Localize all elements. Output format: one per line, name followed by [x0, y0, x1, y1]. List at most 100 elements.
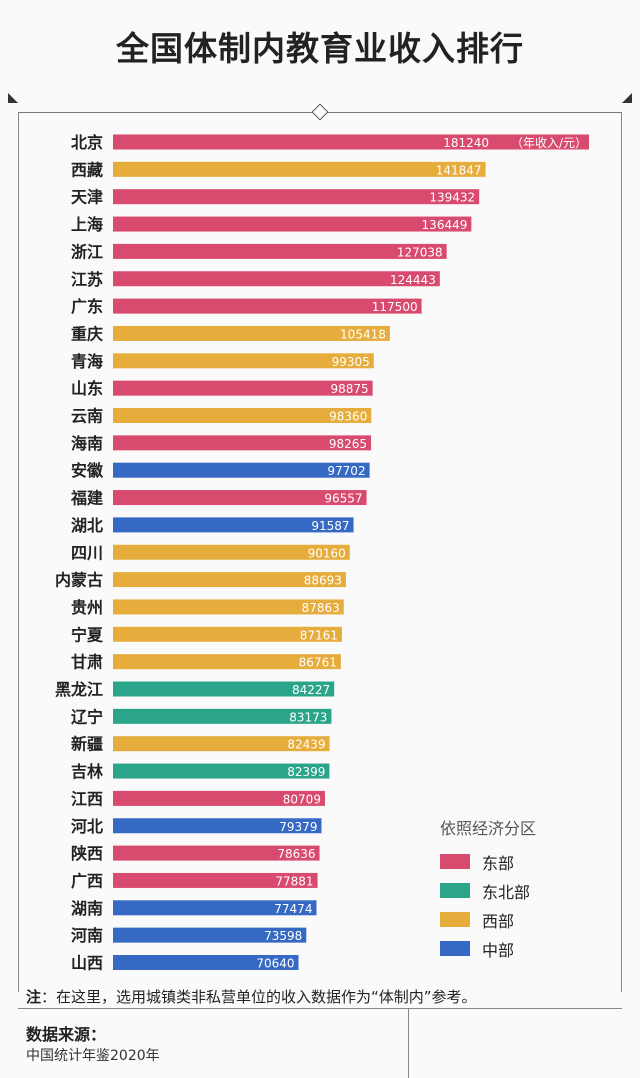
category-label: 内蒙古	[55, 571, 103, 590]
bar	[113, 462, 370, 478]
note-text: ：在这里，选用城镇类非私营单位的收入数据作为“体制内”参考。	[41, 988, 477, 1006]
corner-left-decoration	[8, 93, 18, 103]
legend-item-east: 东部	[440, 847, 580, 876]
bar	[113, 736, 330, 752]
value-label: 124443	[390, 273, 436, 287]
category-label: 吉林	[71, 762, 103, 781]
legend-label-east: 东部	[482, 853, 515, 873]
category-label: 甘肃	[71, 653, 103, 672]
bar	[113, 353, 374, 369]
category-label: 河北	[71, 817, 103, 836]
bar	[113, 408, 372, 423]
bar	[113, 298, 422, 314]
bar	[113, 790, 325, 806]
value-label: 105418	[340, 327, 386, 341]
value-label: 70640	[256, 957, 294, 971]
bar	[113, 517, 354, 533]
category-label: 云南	[71, 407, 103, 426]
value-label: 97702	[327, 464, 365, 478]
footer-divider	[408, 1009, 409, 1078]
category-label: 广东	[71, 297, 103, 316]
value-label: 87161	[300, 628, 338, 642]
category-label: 宁夏	[71, 625, 104, 644]
value-label: 96557	[324, 492, 362, 506]
legend-swatch-central	[440, 941, 470, 956]
income-bar-chart: 北京 181240 （年收入/元） 西藏 141847 天津 139432 上海 136449 浙…	[55, 133, 589, 973]
bar	[113, 818, 322, 834]
value-label: 82399	[287, 765, 325, 779]
right-border	[621, 112, 622, 992]
category-label: 河南	[71, 926, 103, 945]
bar	[113, 271, 440, 287]
bar	[113, 599, 344, 615]
bar	[113, 243, 447, 259]
page-title: 全国体制内教育业收入排行	[116, 29, 524, 68]
value-label: 141847	[436, 163, 482, 177]
bar	[113, 845, 320, 861]
bar	[113, 435, 372, 451]
legend-item-west: 西部	[440, 905, 580, 934]
category-label: 四川	[71, 543, 103, 562]
value-label: 139432	[429, 191, 475, 205]
value-label: 82439	[287, 738, 325, 752]
value-label: 90160	[308, 546, 346, 560]
category-label: 湖南	[71, 899, 103, 918]
value-label: 136449	[422, 218, 468, 232]
value-label: 98360	[329, 410, 367, 424]
legend-swatch-west	[440, 912, 470, 927]
bar	[113, 161, 486, 177]
value-label: 117500	[372, 300, 418, 314]
legend-label-west: 西部	[482, 911, 515, 931]
corner-right-decoration	[622, 93, 632, 103]
legend-item-northeast: 东北部	[440, 876, 580, 905]
value-label: 99305	[332, 355, 370, 369]
value-label: 91587	[311, 519, 349, 533]
value-label: 78636	[277, 847, 315, 861]
legend: 依照经济分区 东部 东北部 西部 中部	[440, 815, 580, 963]
category-label: 山西	[71, 954, 103, 973]
category-label: 陕西	[71, 844, 103, 863]
note-prefix: 注	[26, 988, 42, 1006]
value-label: 84227	[292, 683, 330, 697]
category-label: 贵州	[71, 598, 103, 617]
value-label: 88693	[304, 574, 342, 588]
category-label: 天津	[71, 188, 103, 207]
legend-title: 依照经济分区	[440, 819, 537, 838]
category-label: 重庆	[71, 324, 103, 343]
bar	[113, 325, 390, 341]
legend-label-northeast: 东北部	[482, 882, 531, 902]
left-border	[18, 112, 19, 992]
legend-swatch-northeast	[440, 883, 470, 898]
legend-item-central: 中部	[440, 934, 580, 963]
category-label: 江苏	[71, 270, 103, 289]
value-label: 80709	[283, 792, 321, 806]
bar	[113, 216, 472, 232]
bar	[113, 955, 299, 970]
category-label: 上海	[71, 215, 103, 234]
value-label: 98875	[330, 382, 368, 396]
value-label: 79379	[279, 820, 317, 834]
value-label: 83173	[289, 710, 327, 724]
category-label: 江西	[71, 789, 103, 808]
category-label: 广西	[71, 871, 103, 890]
category-label: 青海	[71, 352, 103, 371]
header: 全国体制内教育业收入排行	[0, 0, 640, 112]
bar	[113, 927, 307, 943]
value-label: 77474	[274, 902, 312, 916]
bar	[113, 572, 346, 588]
value-label: 86761	[299, 656, 337, 670]
source-label: 数据来源：	[26, 1025, 107, 1044]
value-label: 73598	[264, 929, 302, 943]
bar	[113, 490, 367, 506]
category-label: 福建	[70, 489, 103, 508]
bar	[113, 134, 589, 150]
category-label: 湖北	[71, 516, 103, 535]
bar	[113, 189, 480, 205]
category-label: 黑龙江	[55, 680, 103, 699]
value-label: 77881	[275, 874, 313, 888]
category-label: 浙江	[71, 242, 103, 261]
source-value: 中国统计年鉴2020年	[26, 1048, 160, 1064]
bar	[113, 380, 373, 396]
category-label: 新疆	[71, 735, 103, 754]
value-label: 98265	[329, 437, 367, 451]
